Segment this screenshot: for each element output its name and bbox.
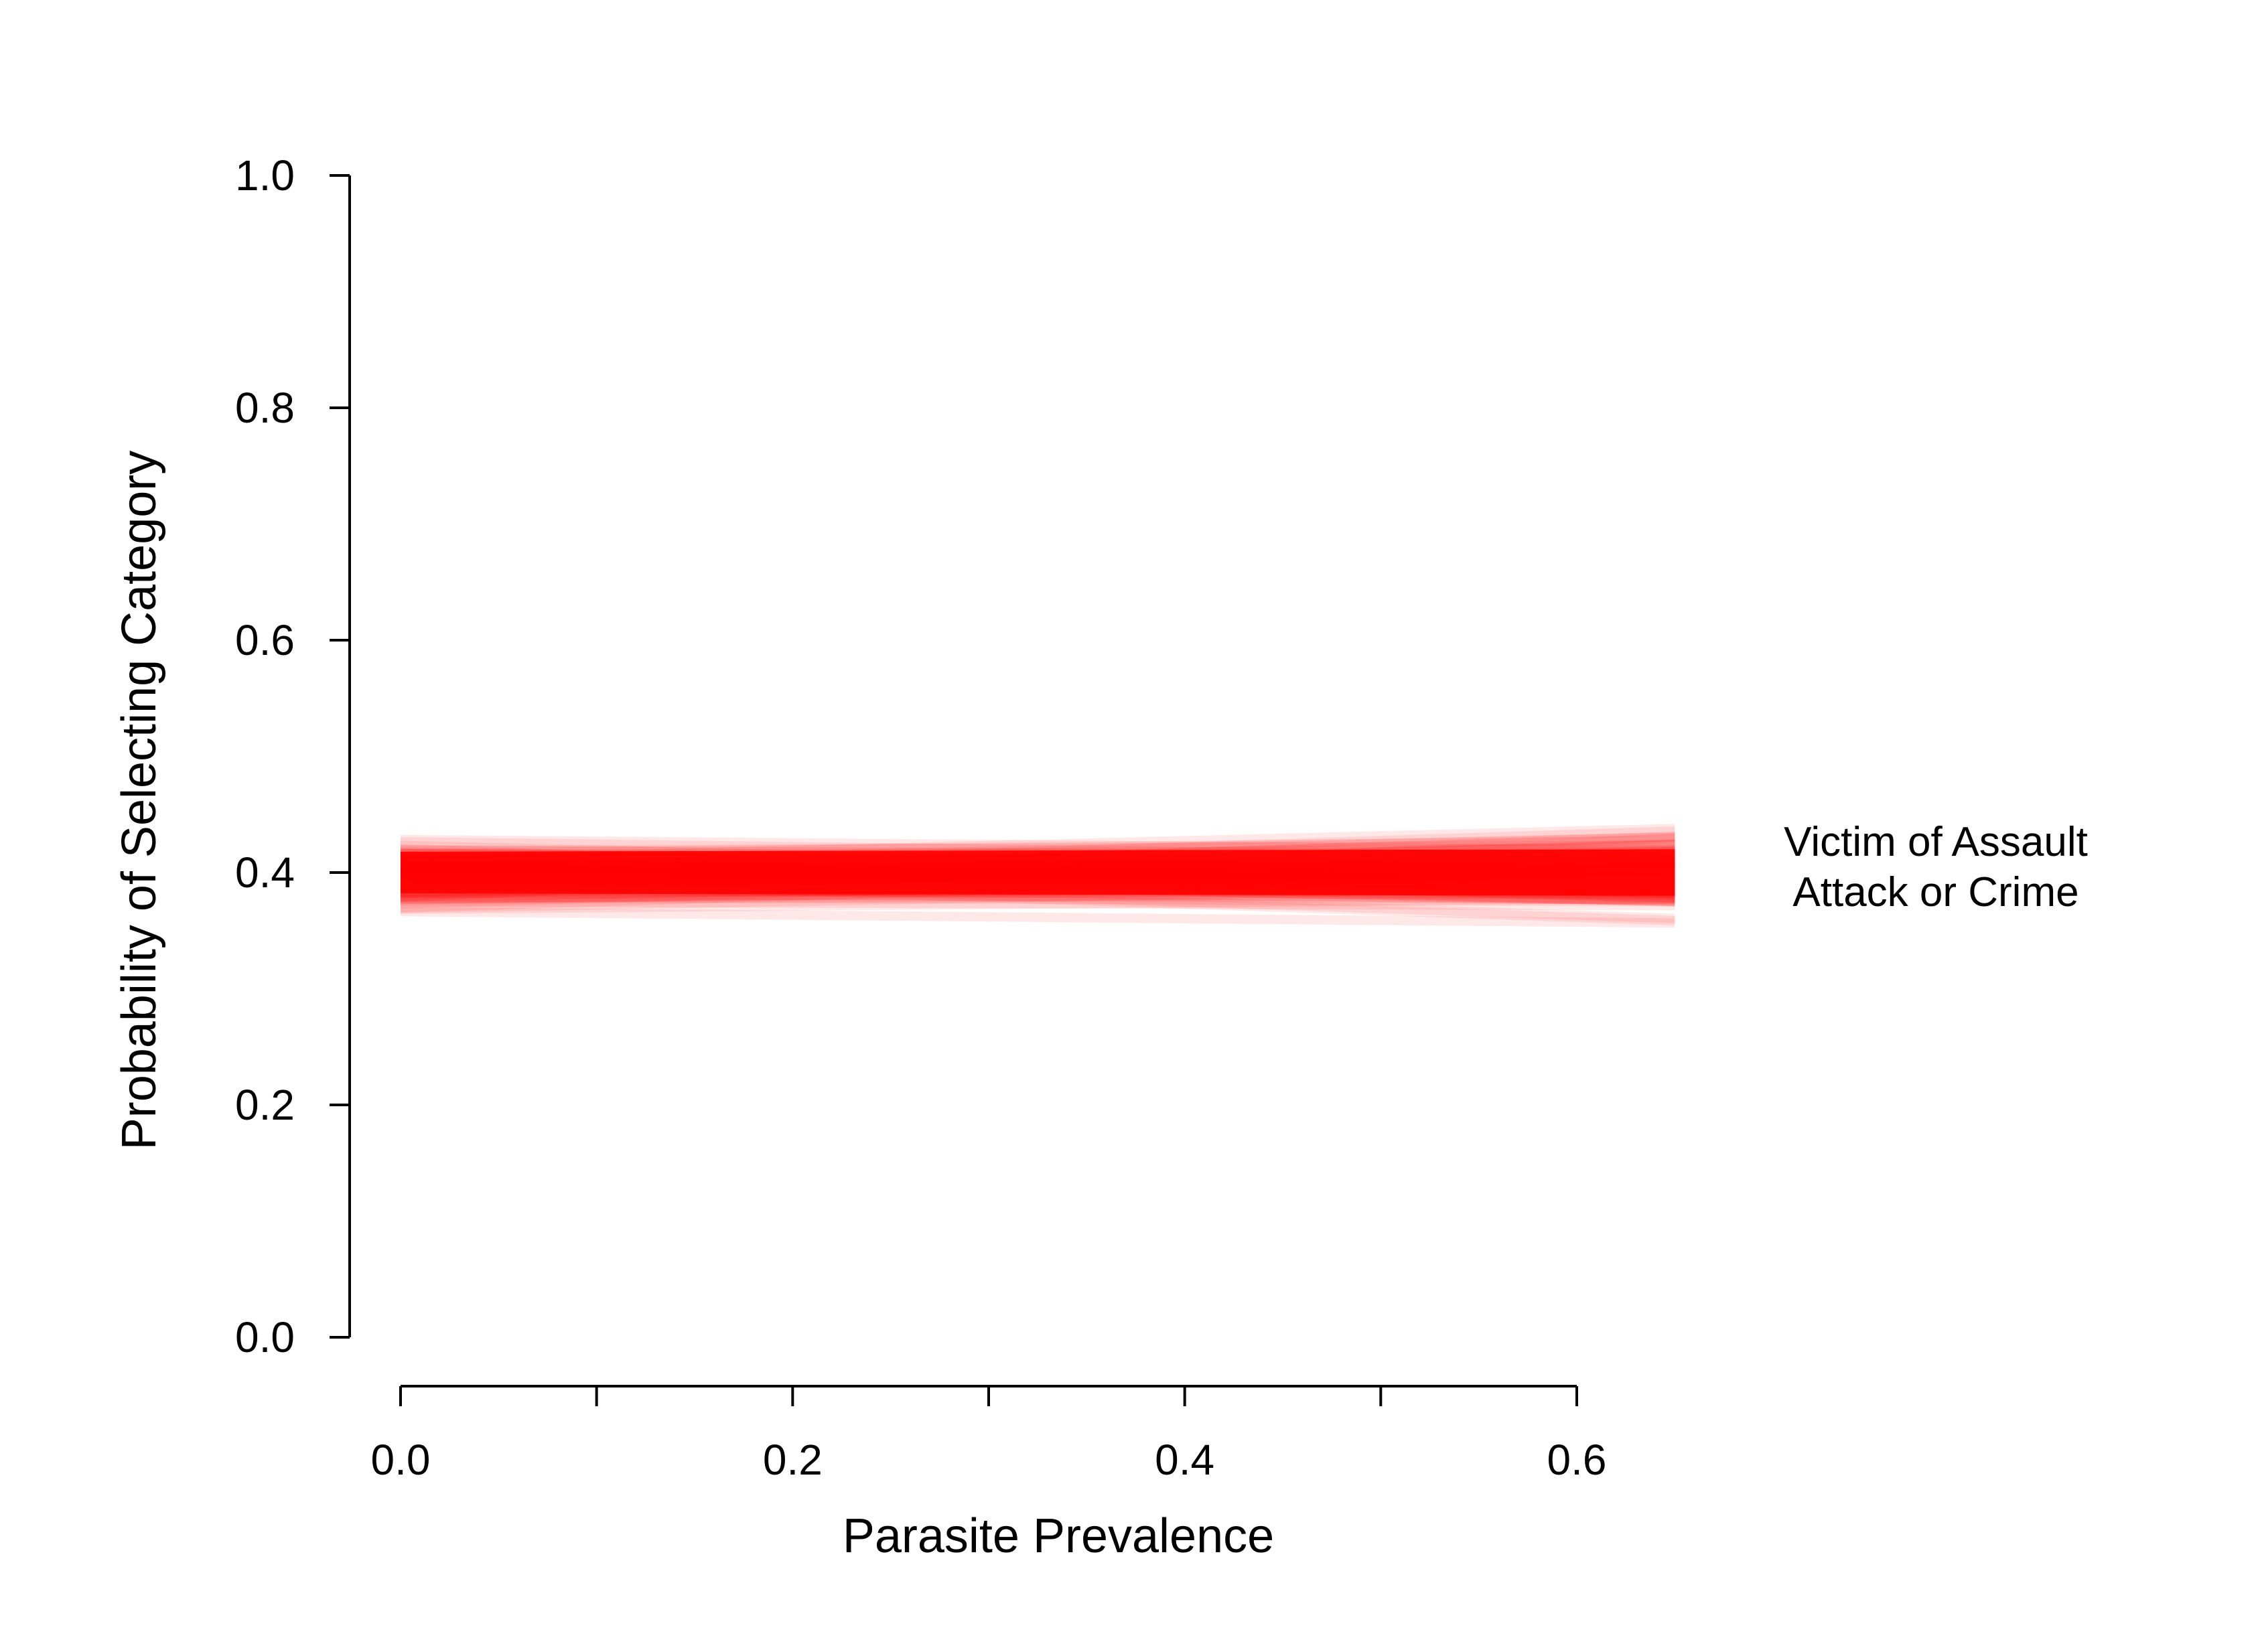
y-axis-ticks: 0.0 0.2 0.4 0.6 0.8 1.0 xyxy=(235,151,350,1361)
x-tick-label: 0.4 xyxy=(1155,1436,1214,1484)
posterior-line xyxy=(400,897,1675,911)
y-tick-label: 0.4 xyxy=(235,848,295,897)
posterior-lines-band xyxy=(400,824,1675,928)
posterior-line xyxy=(400,840,1675,856)
y-tick-label: 1.0 xyxy=(235,151,295,200)
x-tick-label: 0.2 xyxy=(763,1436,823,1484)
posterior-line xyxy=(400,894,1675,914)
y-tick-label: 0.0 xyxy=(235,1313,295,1361)
x-tick-label: 0.6 xyxy=(1547,1436,1607,1484)
x-axis-title: Parasite Prevalence xyxy=(843,1509,1274,1563)
y-tick-label: 0.6 xyxy=(235,616,295,664)
x-axis-ticks: 0.0 0.2 0.4 0.6 xyxy=(371,1386,1607,1484)
y-axis-title: Probability of Selecting Category xyxy=(113,451,166,1150)
y-tick-label: 0.8 xyxy=(235,384,295,432)
posterior-line xyxy=(400,892,1675,907)
x-tick-label: 0.0 xyxy=(371,1436,431,1484)
posterior-line xyxy=(400,888,1675,905)
posterior-line xyxy=(400,834,1675,855)
posterior-line xyxy=(400,907,1675,928)
posterior-core-band xyxy=(401,849,1675,896)
series-annotation-line-1: Victim of Assault xyxy=(1784,819,2088,865)
y-tick-label: 0.2 xyxy=(235,1081,295,1129)
series-annotation-line-2: Attack or Crime xyxy=(1792,869,2078,915)
